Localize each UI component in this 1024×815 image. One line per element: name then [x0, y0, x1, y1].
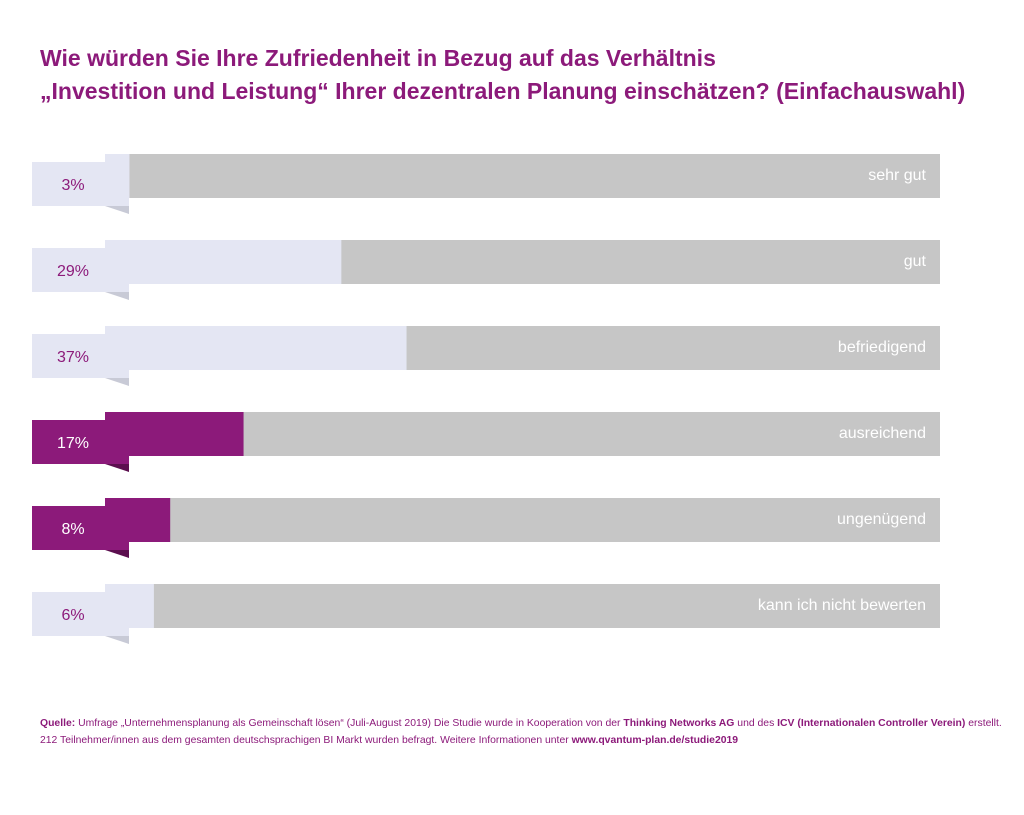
bar-row: 17% ausreichend: [32, 412, 940, 472]
value-tab: [32, 592, 129, 636]
category-label: sehr gut: [868, 167, 926, 184]
bar-row: 37% befriedigend: [32, 326, 940, 386]
source-url: www.qvantum-plan.de/studie2019: [571, 735, 739, 746]
bar-chart: 3% sehr gut 29% gut 37% befriedigend 17% ausrei…: [32, 154, 940, 644]
source-label: Quelle:: [40, 718, 76, 729]
source-note: Quelle: Umfrage „Unternehmensplanung als…: [40, 715, 1010, 749]
source-org-icv: ICV (Internationalen Controller Verein): [777, 718, 966, 729]
ribbon-fold: [105, 464, 129, 472]
value-tab: [32, 162, 129, 206]
chart-title-line-2: „Investition und Leistung“ Ihrer dezentr…: [40, 78, 966, 104]
ribbon-fold: [105, 378, 129, 386]
bar-row: 8% ungenügend: [32, 498, 940, 558]
source-text-2: und des: [734, 718, 778, 729]
bar-value-label: 37%: [57, 349, 89, 366]
bar-row: 29% gut: [32, 240, 940, 300]
bar-track: [105, 154, 940, 198]
bar-track: [105, 584, 940, 628]
bar-value-label: 3%: [61, 177, 84, 194]
value-tab: [32, 506, 129, 550]
bar-value-label: 17%: [57, 435, 89, 452]
bar-row: 3% sehr gut: [32, 154, 940, 214]
chart-title: Wie würden Sie Ihre Zufriedenheit in Bez…: [40, 42, 1000, 108]
ribbon-fold: [105, 206, 129, 214]
category-label: ungenügend: [837, 511, 926, 528]
bar-track: [105, 412, 940, 456]
category-label: befriedigend: [838, 339, 926, 356]
source-text-1: Umfrage „Unternehmensplanung als Gemeins…: [75, 718, 624, 729]
category-label: ausreichend: [839, 425, 926, 442]
bar-row: 6% kann ich nicht bewerten: [32, 584, 940, 644]
bar-fill: [105, 326, 407, 370]
bar-fill: [105, 240, 342, 284]
ribbon-fold: [105, 636, 129, 644]
ribbon-fold: [105, 550, 129, 558]
source-text-3: erstellt. 212 Teilnehmer/innen aus dem g…: [40, 718, 1002, 746]
bar-track: [105, 498, 940, 542]
category-label: kann ich nicht bewerten: [758, 597, 926, 614]
value-tab: [32, 420, 129, 464]
value-tab: [32, 248, 129, 292]
value-tab: [32, 334, 129, 378]
chart-title-line-1: Wie würden Sie Ihre Zufriedenheit in Bez…: [40, 45, 716, 71]
bar-value-label: 6%: [61, 607, 84, 624]
bar-value-label: 29%: [57, 263, 89, 280]
ribbon-fold: [105, 292, 129, 300]
category-label: gut: [904, 253, 927, 270]
bar-value-label: 8%: [61, 521, 84, 538]
source-org-thinking-networks: Thinking Networks AG: [623, 718, 735, 729]
